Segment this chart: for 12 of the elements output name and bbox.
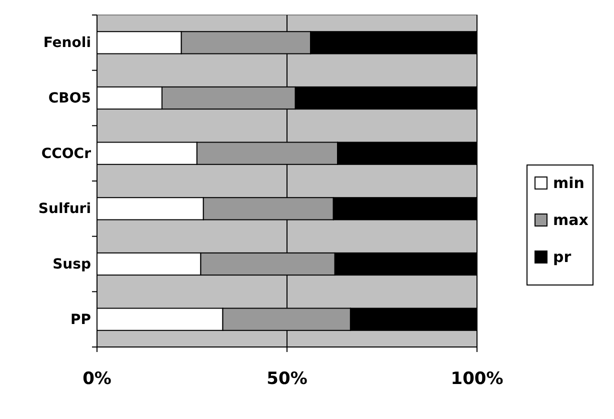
legend-label: min bbox=[553, 174, 584, 192]
y-tick-label: CBO5 bbox=[48, 90, 91, 106]
legend-label: pr bbox=[553, 248, 572, 266]
y-tick-label: Susp bbox=[52, 256, 91, 272]
x-tick-label: 0% bbox=[82, 369, 112, 390]
y-tick-label: Fenoli bbox=[43, 35, 91, 52]
x-tick-label: 50% bbox=[266, 369, 308, 390]
legend-label: max bbox=[553, 211, 589, 229]
y-tick-label: CCOCr bbox=[41, 146, 92, 162]
y-tick-label: PP bbox=[70, 312, 91, 328]
y-tick-label: Sulfuri bbox=[38, 201, 91, 218]
x-tick-label: 100% bbox=[450, 369, 504, 390]
